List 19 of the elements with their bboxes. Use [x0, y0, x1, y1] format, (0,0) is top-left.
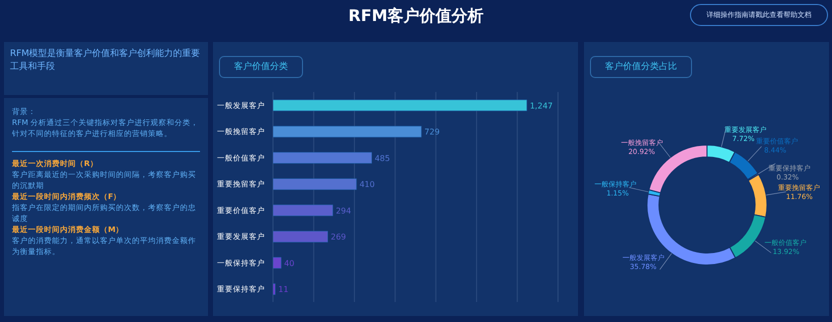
- bar: [273, 152, 372, 164]
- bar: [273, 204, 334, 216]
- data-label: 11: [278, 285, 288, 294]
- bar: [273, 100, 528, 112]
- text: RFM客户价值分析: [348, 6, 484, 25]
- bar: [273, 126, 422, 138]
- bar: [273, 257, 282, 269]
- data-label: 729: [424, 128, 440, 137]
- title-frame: 客户价值分类占比: [590, 56, 692, 78]
- data-label: 1,247: [530, 101, 553, 110]
- data-label: 485: [374, 154, 390, 163]
- data-label: 410: [359, 180, 375, 190]
- title-frame: 客户价值分类: [219, 56, 303, 78]
- data-label: 269: [330, 232, 346, 242]
- data-label: 294: [336, 206, 352, 216]
- bar: [273, 230, 328, 242]
- bar: [273, 178, 357, 190]
- text: RFM模型是衡量客户价值和客户创利能力的重要工具和手段: [4, 42, 208, 95]
- data-label: 40: [284, 258, 294, 268]
